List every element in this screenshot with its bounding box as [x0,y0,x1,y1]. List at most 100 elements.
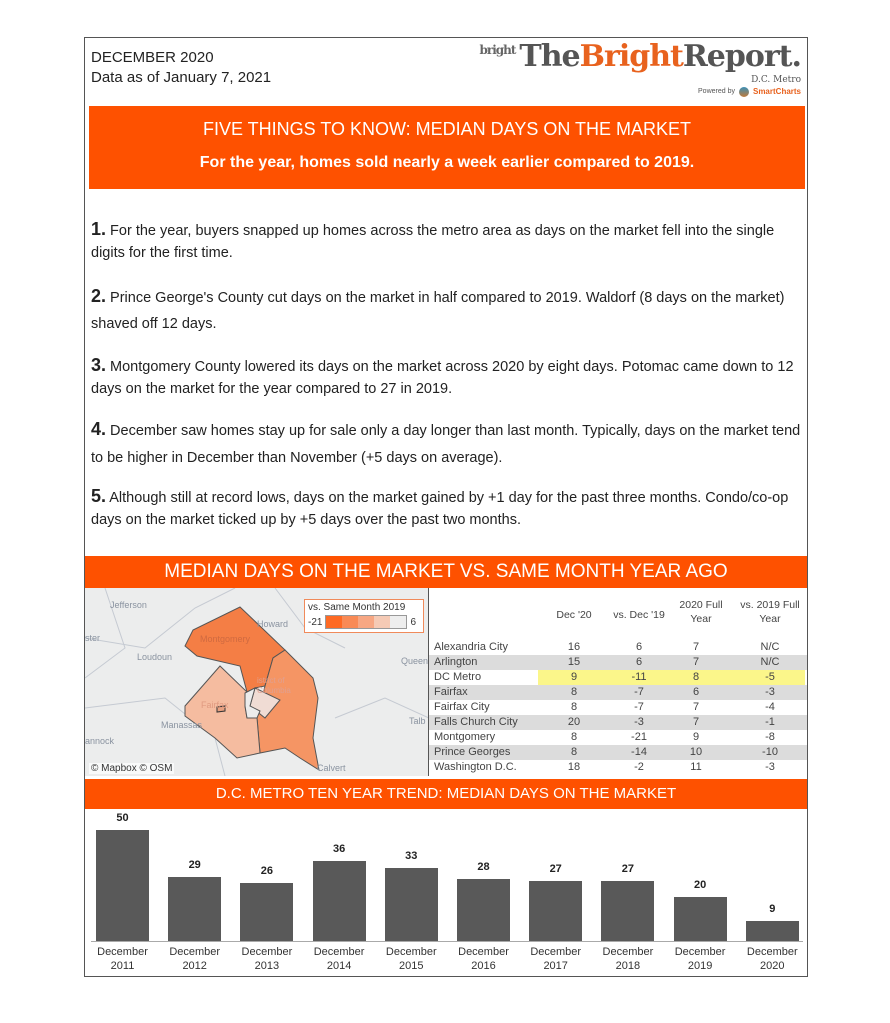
report-dates: DECEMBER 2020 Data as of January 7, 2021 [91,48,271,88]
legend-swatch [374,616,391,628]
row-name: Montgomery [434,731,496,743]
cell: -5 [765,671,775,683]
legend-min: -21 [308,616,323,628]
legend-title: vs. Same Month 2019 [308,602,406,613]
cell: 8 [692,671,700,683]
row-name: Arlington [434,656,478,668]
chart-title: D.C. METRO TEN YEAR TREND: MEDIAN DAYS O… [85,779,807,809]
cell: -4 [765,701,775,713]
x-tick-label: December 2011 [97,946,148,972]
cell: -3 [634,716,644,728]
x-tick-label: December 2012 [169,946,221,972]
legend-swatch [390,616,407,628]
bar [168,876,222,941]
table-row: Fairfax 8 -7 6 -3 [429,685,807,700]
banner: FIVE THINGS TO KNOW: MEDIAN DAYS ON THE … [89,106,805,189]
x-tick-label: December 2019 [674,946,726,972]
bar-value-label: 26 [260,865,274,878]
report: DECEMBER 2020 Data as of January 7, 2021… [84,37,808,977]
column-header: vs. 2019 Full Year [740,599,800,625]
legend-swatches [325,615,408,629]
banner-subtitle: For the year, homes sold nearly a week e… [199,154,695,171]
region-fairfax-city [216,705,226,713]
legend-swatch [342,616,359,628]
row-name: Falls Church City [434,716,518,728]
list-item: 5. Although still at record lows, days o… [91,486,789,528]
bar-value-label: 27 [621,863,635,876]
column-header: 2020 Full Year [679,599,723,625]
map-legend: vs. Same Month 2019 -21 6 [304,599,424,633]
bar [384,867,438,941]
smartcharts-icon [738,87,749,97]
bar [601,881,655,941]
cell: 8 [570,701,578,713]
bar [457,878,510,941]
cell: 7 [692,641,700,653]
cell: 10 [689,746,703,758]
map-attribution[interactable]: © Mapbox © OSM [89,763,175,774]
map-label: Jefferson [110,600,147,610]
list-item: 2. Prince George's County cut days on th… [91,286,785,332]
map-label: ster [85,633,101,643]
map-label: istrict of Columbia [257,676,291,695]
map-label: Manassas [161,720,203,730]
cell: 16 [567,641,581,653]
x-tick-label: December 2014 [313,946,365,972]
bar [312,861,366,941]
cell: 9 [570,671,578,683]
bar-value-label: 20 [693,878,707,891]
cell: 20 [567,716,581,728]
map-section-title: MEDIAN DAYS ON THE MARKET VS. SAME MONTH… [85,556,807,588]
cell: 9 [692,731,700,743]
table-row: Alexandria City 16 6 7 N/C [429,640,807,655]
region-prince-georges [256,649,320,772]
map-shapes [85,588,428,776]
cell: 8 [570,731,578,743]
list-item: 3. Montgomery County lowered its days on… [91,355,794,397]
days-on-market-table: Dec '20 vs. Dec '19 2020 Full Year vs. 2… [429,588,807,776]
legend-max: 6 [410,616,417,628]
region: D.C. Metro [751,75,801,85]
legend-swatch [358,616,375,628]
cell: -14 [631,746,647,758]
row-name: Washington D.C. [434,761,517,773]
cell: -2 [634,761,644,773]
cell: 8 [570,746,578,758]
bar-value-label: 36 [332,843,346,856]
bar [529,881,583,941]
bar [673,896,727,941]
cell: -21 [631,731,647,743]
cell: -1 [765,716,775,728]
table-row: Prince Georges 8 -14 10 -10 [429,745,807,760]
cell: 7 [692,701,700,713]
data-as-of: Data as of January 7, 2021 [91,69,272,86]
bar [745,921,799,941]
bar [96,830,149,941]
map-label: Loudoun [137,652,173,662]
bar-value-label: 27 [549,863,562,876]
cell: 6 [692,686,700,698]
ten-year-trend-chart: 50 December 2011 29 December 2012 26 December… [85,809,807,977]
table-row: Montgomery 8 -21 9 -8 [429,730,807,745]
map-label: Talb [409,716,426,726]
cell: N/C [760,656,780,668]
cell: -3 [765,686,775,698]
cell: 8 [570,686,578,698]
table-row: Fairfax City 8 -7 7 -4 [429,700,807,715]
bar-value-label: 9 [769,903,776,916]
banner-title: FIVE THINGS TO KNOW: MEDIAN DAYS ON THE … [202,119,692,139]
map-label: Calvert [317,763,346,773]
map-label: Montgomery [200,634,251,644]
map-label: Howard [257,619,289,629]
row-name: Alexandria City [434,641,508,653]
x-tick-label: December 2017 [530,946,582,972]
map-label: annock [85,736,115,746]
list-item: 1. For the year, buyers snapped up homes… [91,219,775,261]
cell: -7 [634,701,644,713]
table-row: Washington D.C. 18 -2 11 -3 [429,760,807,775]
x-tick-label: December 2015 [385,946,437,972]
table-row: Arlington 15 6 7 N/C [429,655,807,670]
choropleth-map[interactable]: Jefferson Howard Loudoun Montgomery Quee… [85,588,429,776]
column-header: Dec '20 [556,609,592,621]
period: DECEMBER 2020 [91,49,214,66]
